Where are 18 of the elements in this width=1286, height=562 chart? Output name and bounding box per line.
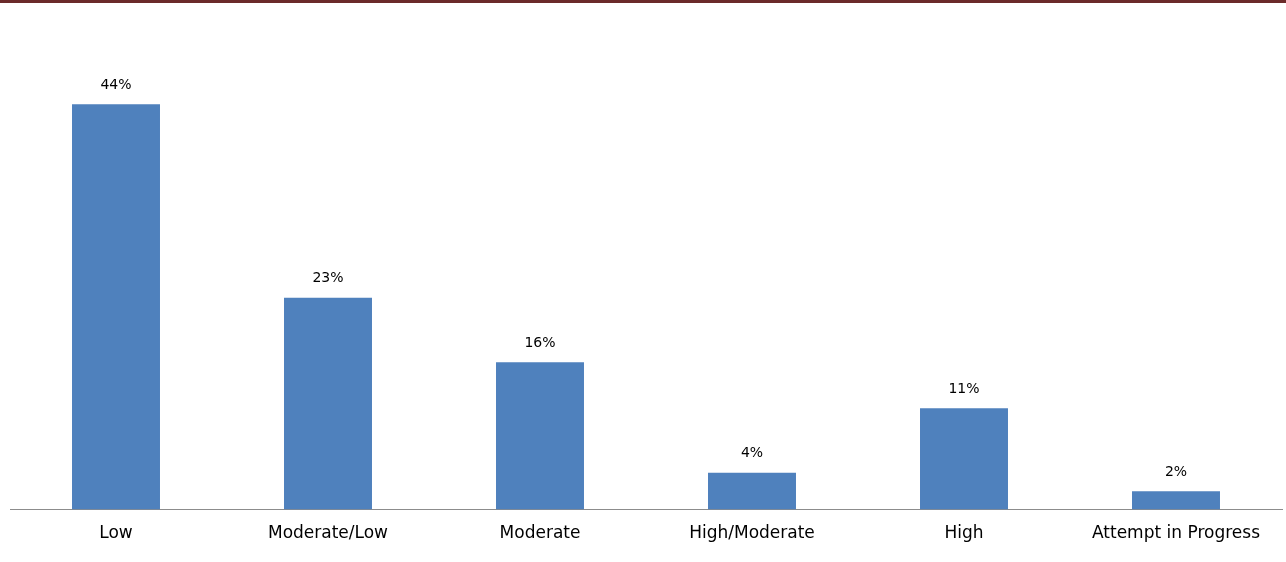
x-tick-label: Attempt in Progress bbox=[1092, 522, 1261, 543]
x-tick-label: Low bbox=[99, 522, 133, 543]
bar bbox=[72, 104, 160, 510]
bar bbox=[1132, 491, 1220, 510]
data-label: 4% bbox=[740, 444, 764, 461]
data-label: 16% bbox=[524, 333, 556, 350]
data-label: 44% bbox=[100, 75, 132, 92]
data-label: 11% bbox=[948, 379, 980, 396]
x-tick-label: Moderate/Low bbox=[267, 522, 389, 543]
x-tick-label: Moderate bbox=[499, 522, 581, 543]
x-tick-label: High/Moderate bbox=[689, 522, 815, 543]
bar bbox=[496, 362, 584, 510]
data-label: 2% bbox=[1164, 462, 1188, 479]
bar bbox=[920, 408, 1008, 510]
bar bbox=[708, 472, 796, 510]
data-label: 23% bbox=[312, 269, 344, 286]
bar bbox=[284, 297, 372, 510]
x-tick-label: High bbox=[944, 522, 984, 543]
